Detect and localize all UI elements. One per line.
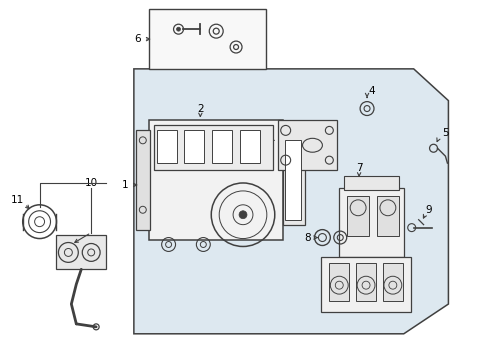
Circle shape <box>239 211 247 219</box>
Bar <box>157 130 176 163</box>
Bar <box>344 176 399 190</box>
Bar <box>321 257 411 312</box>
Bar <box>329 264 349 301</box>
Bar <box>383 264 403 301</box>
Bar <box>356 264 376 301</box>
Bar <box>377 196 399 235</box>
Text: 7: 7 <box>356 163 363 173</box>
Polygon shape <box>134 69 448 334</box>
Text: 3: 3 <box>261 135 268 145</box>
Bar <box>184 130 204 163</box>
Bar <box>278 121 337 170</box>
Text: 5: 5 <box>442 129 449 138</box>
Text: 10: 10 <box>85 178 98 188</box>
Bar <box>149 121 283 239</box>
Text: 4: 4 <box>368 86 375 96</box>
Circle shape <box>176 27 180 31</box>
Text: 11: 11 <box>11 195 24 205</box>
Bar <box>56 235 106 269</box>
Bar <box>283 135 305 225</box>
Bar <box>285 140 300 220</box>
Text: 1: 1 <box>122 180 129 190</box>
Bar <box>149 9 266 69</box>
Text: 9: 9 <box>425 205 432 215</box>
Bar <box>154 125 273 170</box>
Bar <box>347 196 369 235</box>
Text: 8: 8 <box>304 233 311 243</box>
Bar <box>240 130 260 163</box>
Bar <box>136 130 150 230</box>
Bar <box>339 188 404 257</box>
Text: 6: 6 <box>134 34 141 44</box>
Bar <box>212 130 232 163</box>
Text: 2: 2 <box>197 104 204 113</box>
